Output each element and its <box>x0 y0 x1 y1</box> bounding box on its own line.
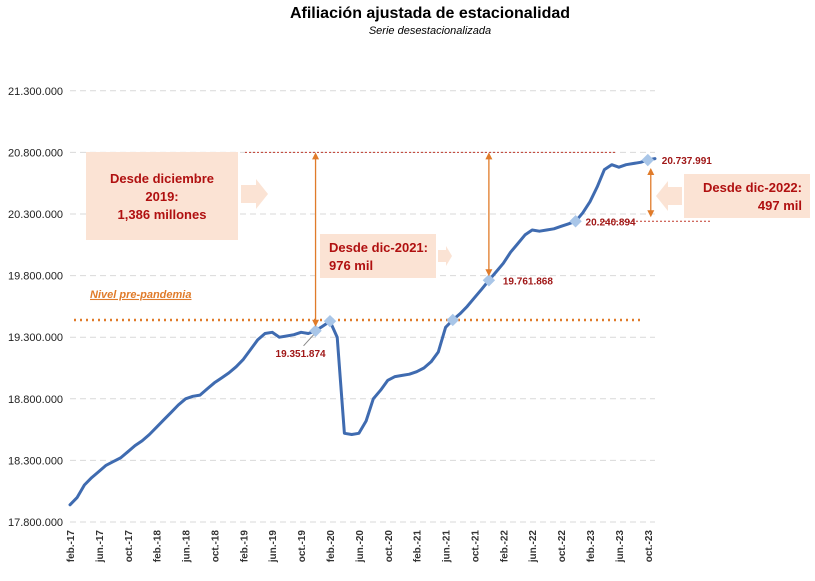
x-tick-label: jun.-18 <box>182 530 193 564</box>
callout-arrow-icon <box>241 179 268 209</box>
marker-value-label: 19.761.868 <box>503 276 553 287</box>
callout-line: 1,386 millones <box>118 207 207 222</box>
chart-subtitle: Serie desestacionalizada <box>369 25 491 37</box>
y-tick-label: 18.300.000 <box>8 455 63 467</box>
y-tick-label: 18.800.000 <box>8 394 63 406</box>
y-tick-label: 19.800.000 <box>8 271 63 283</box>
x-tick-label: oct.-18 <box>210 530 221 563</box>
x-tick-label: feb.-23 <box>586 530 597 563</box>
x-tick-label: oct.-20 <box>384 530 395 563</box>
x-tick-label: jun.-20 <box>355 530 366 564</box>
x-tick-label: feb.-18 <box>153 530 164 563</box>
data-marker <box>323 314 337 328</box>
callout-line: Desde dic-2022: <box>703 180 802 195</box>
callout-since-dec-2019: Desde diciembre 2019: 1,386 millones <box>86 152 268 240</box>
y-tick-label: 21.300.000 <box>8 86 63 98</box>
callout-line: 497 mil <box>758 198 802 213</box>
callout-box <box>320 234 436 278</box>
pre-pandemic-label: Nivel pre-pandemia <box>90 289 191 301</box>
callout-arrow-icon <box>438 246 452 266</box>
arrowhead-down <box>647 210 655 218</box>
markers: 19.351.874 19.761.868 20.240.894 20.737.991 <box>276 153 712 360</box>
callout-line: Desde dic-2021: <box>329 240 428 255</box>
callout-line: Desde diciembre <box>110 171 214 186</box>
x-tick-label: feb.-22 <box>499 530 510 563</box>
x-tick-label: feb.-17 <box>66 530 77 563</box>
x-tick-label: oct.-19 <box>297 530 308 563</box>
marker-value-label: 20.737.991 <box>662 156 712 167</box>
x-axis-ticks: feb.-17 jun.-17 oct.-17 feb.-18 jun.-18 oct.-… <box>66 530 655 564</box>
callout-line: 976 mil <box>329 258 373 273</box>
callout-line: 2019: <box>145 189 178 204</box>
x-tick-label: feb.-19 <box>239 530 250 563</box>
x-tick-label: jun.-21 <box>442 530 453 564</box>
marker-leader <box>303 334 314 347</box>
callout-since-dec-2022: Desde dic-2022: 497 mil <box>656 174 810 218</box>
callout-arrow-icon <box>656 181 682 211</box>
series-line <box>68 157 657 507</box>
x-tick-label: feb.-20 <box>326 530 337 563</box>
callout-box <box>86 152 238 240</box>
data-marker <box>482 274 496 287</box>
data-marker <box>446 313 459 327</box>
marker-value-label: 19.351.874 <box>276 349 326 360</box>
marker-value-label: 20.240.894 <box>586 217 636 228</box>
arrowhead-down <box>312 319 320 327</box>
y-tick-label: 19.300.000 <box>8 332 63 344</box>
arrowhead-down <box>485 269 493 277</box>
data-marker <box>569 215 582 228</box>
data-marker <box>641 153 654 167</box>
y-axis-ticks: 17.800.000 18.300.000 18.800.000 19.300.000… <box>8 86 63 529</box>
x-tick-label: jun.-19 <box>268 530 279 564</box>
y-tick-label: 17.800.000 <box>8 517 63 529</box>
arrowhead-up <box>485 152 493 160</box>
arrowhead-up <box>647 168 655 176</box>
x-tick-label: jun.-23 <box>615 530 626 564</box>
chart-title: Afiliación ajustada de estacionalidad <box>290 5 570 22</box>
y-tick-label: 20.300.000 <box>8 209 63 221</box>
x-tick-label: oct.-17 <box>124 530 135 563</box>
x-tick-label: feb.-21 <box>413 530 424 563</box>
arrowhead-up <box>312 152 320 160</box>
x-tick-label: oct.-21 <box>470 530 481 563</box>
callout-box <box>684 174 810 218</box>
data-marker <box>309 324 322 338</box>
x-tick-label: oct.-22 <box>557 530 568 563</box>
x-tick-label: oct.-23 <box>644 530 655 563</box>
callout-arrows <box>312 152 655 327</box>
x-tick-label: jun.-17 <box>95 530 106 564</box>
y-tick-label: 20.800.000 <box>8 147 63 159</box>
x-tick-label: jun.-22 <box>528 530 539 564</box>
callout-since-dec-2021: Desde dic-2021: 976 mil <box>320 234 452 278</box>
